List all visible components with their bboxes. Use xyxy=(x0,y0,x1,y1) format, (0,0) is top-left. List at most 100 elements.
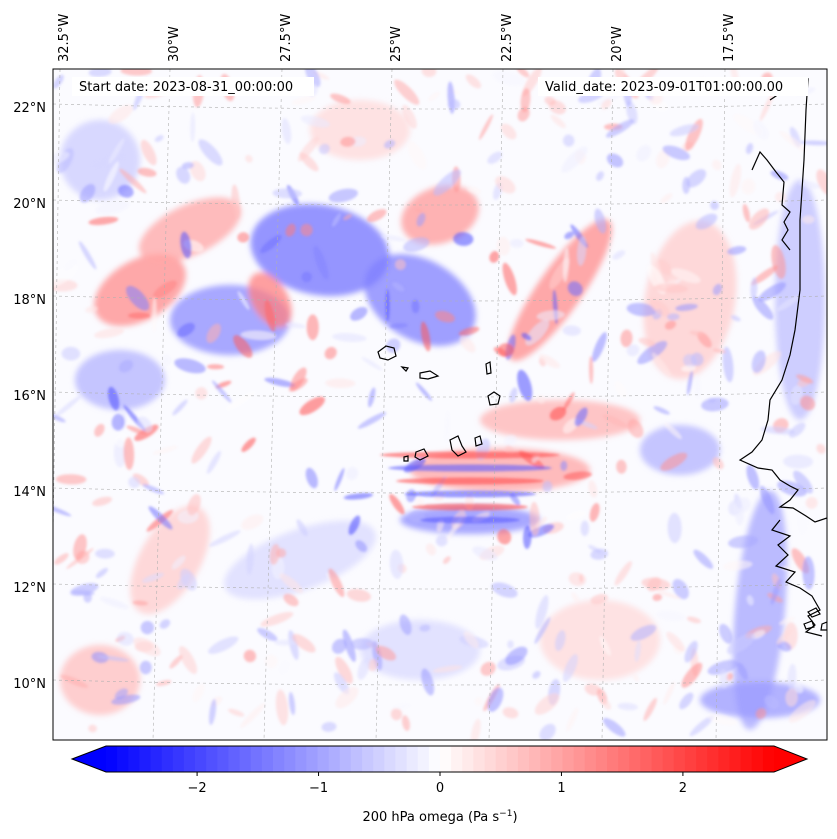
lat-label: 10°N xyxy=(13,677,46,692)
valid-date-label: Valid_date: 2023-09-01T01:00:00.00 xyxy=(545,80,783,95)
colorbar-segment xyxy=(406,746,419,772)
lat-label: 20°N xyxy=(13,197,46,212)
colorbar-segment xyxy=(417,746,430,772)
meridian-line xyxy=(375,69,393,740)
colorbar-segment xyxy=(328,746,341,772)
colorbar-segment xyxy=(484,746,497,772)
lon-label: 27.5°W xyxy=(279,14,294,62)
santo-antao-island xyxy=(377,345,397,361)
colorbar-segment xyxy=(462,746,474,772)
colorbar-segment xyxy=(740,746,753,772)
omega-field xyxy=(53,69,827,740)
boa-vista-island xyxy=(487,391,501,406)
colorbar-segment xyxy=(362,746,374,772)
colorbar-segment xyxy=(707,746,719,772)
latitude-labels: 22°N 20°N 18°N 16°N 14°N 12°N 10°N xyxy=(13,101,46,692)
colorbar-segment xyxy=(317,746,330,772)
western-sahara-inlet xyxy=(751,150,791,251)
lat-label: 22°N xyxy=(13,101,46,116)
colorbar-segment xyxy=(696,746,708,772)
colorbar-segment xyxy=(651,746,664,772)
colorbar-segment xyxy=(172,746,185,772)
colorbar-segment xyxy=(217,746,230,772)
colorbar-tick-label: 2 xyxy=(679,781,687,796)
start-date-box xyxy=(72,77,314,96)
parallel-line xyxy=(53,295,827,302)
colorbar-segment xyxy=(350,746,363,772)
colorbar-segment xyxy=(117,746,129,772)
colorbar-segment xyxy=(584,746,597,772)
santiago-island xyxy=(449,435,467,457)
colorbar-segment xyxy=(506,746,519,772)
colorbar-segment xyxy=(517,746,530,772)
colorbar-segment xyxy=(607,746,619,772)
lat-label: 12°N xyxy=(13,581,46,596)
colorbar-segment xyxy=(529,746,541,772)
colorbar-segment xyxy=(629,746,641,772)
colorbar-segment xyxy=(306,746,319,772)
colorbar-segment xyxy=(551,746,564,772)
parallel-line xyxy=(53,487,827,494)
colorbar-segment xyxy=(662,746,675,772)
colorbar-ticks: −2 −1 0 1 2 xyxy=(188,772,687,796)
lon-label: 20°W xyxy=(610,26,625,62)
colorbar-segment xyxy=(451,746,463,772)
gridlines xyxy=(53,69,827,740)
colorbar-segment xyxy=(284,746,296,772)
colorbar-segment xyxy=(473,746,486,772)
meridian-line xyxy=(152,69,171,740)
sal-island xyxy=(485,361,492,375)
colorbar-segment xyxy=(139,746,152,772)
colorbar-segment xyxy=(562,746,575,772)
colorbar-gradient xyxy=(72,746,807,772)
colorbar-segment xyxy=(640,746,653,772)
map-frame xyxy=(52,68,828,741)
lon-label: 25°W xyxy=(389,26,404,62)
colorbar-segment xyxy=(373,746,385,772)
colorbar-tick-label: 1 xyxy=(557,781,565,796)
colorbar-segment xyxy=(618,746,630,772)
parallel-line xyxy=(53,583,827,590)
colorbar-label: 200 hPa omega (Pa s−1) xyxy=(362,809,517,825)
colorbar-segment xyxy=(339,746,352,772)
meridian-line xyxy=(715,69,726,740)
parallel-line xyxy=(53,103,827,110)
lat-label: 14°N xyxy=(13,485,46,500)
sao-vicente-island xyxy=(400,366,410,372)
colorbar: −2 −1 0 1 2 200 hPa omega (Pa s−1) xyxy=(70,745,809,825)
lon-label: 32.5°W xyxy=(57,14,72,62)
lat-label: 18°N xyxy=(13,293,46,308)
colorbar-segment xyxy=(261,746,274,772)
coastlines xyxy=(377,78,827,637)
colorbar-segment xyxy=(106,746,118,772)
parallel-line xyxy=(53,391,827,398)
colorbar-segment xyxy=(150,746,163,772)
lon-label: 17.5°W xyxy=(722,14,737,62)
colorbar-segment xyxy=(595,746,608,772)
colorbar-outline xyxy=(70,745,809,773)
colorbar-tick-label: −2 xyxy=(188,781,207,796)
colorbar-segment xyxy=(495,746,508,772)
colorbar-segment xyxy=(183,746,196,772)
colorbar-segment xyxy=(762,746,775,772)
colorbar-segment xyxy=(250,746,263,772)
colorbar-segment xyxy=(395,746,408,772)
parallel-line xyxy=(53,199,827,206)
start-date-label: Start date: 2023-08-31_00:00:00 xyxy=(79,80,293,95)
longitude-labels: 32.5°W 30°W 27.5°W 25°W 22.5°W 20°W 17.5… xyxy=(57,14,737,62)
colorbar-segment xyxy=(295,746,307,772)
map-panel: Start date: 2023-08-31_00:00:00 Valid_da… xyxy=(52,68,828,741)
parallel-line xyxy=(53,679,827,686)
colorbar-segment xyxy=(573,746,586,772)
colorbar-segment xyxy=(673,746,686,772)
valid-date-box xyxy=(538,77,808,96)
colorbar-segment xyxy=(729,746,742,772)
fogo-island xyxy=(414,448,429,461)
colorbar-segment xyxy=(540,746,552,772)
colorbar-segment xyxy=(684,746,697,772)
colorbar-segment xyxy=(161,746,174,772)
meridian-line xyxy=(601,69,614,740)
maio-island xyxy=(474,435,483,447)
colorbar-segment xyxy=(440,746,452,772)
